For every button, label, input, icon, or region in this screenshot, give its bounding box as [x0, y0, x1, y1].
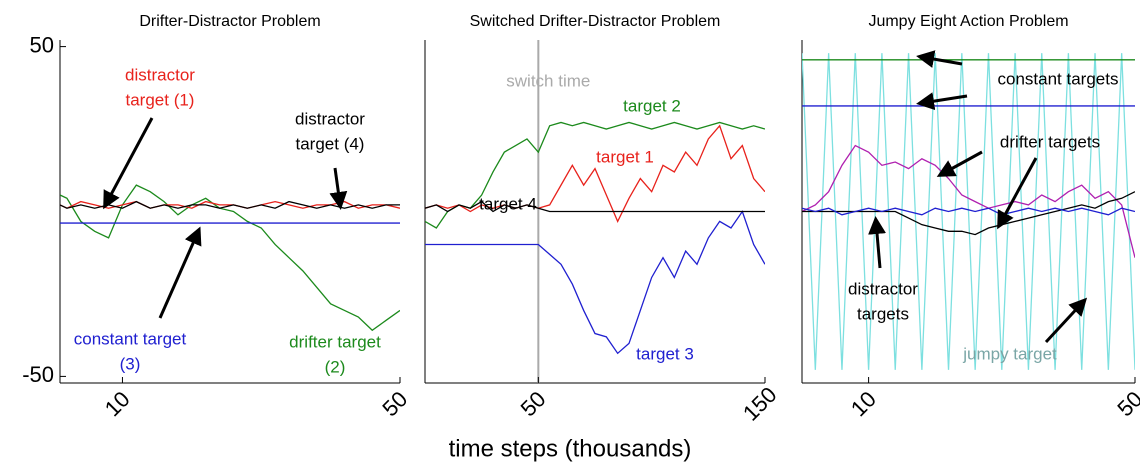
annotation: jumpy target [962, 344, 1057, 363]
annotation: (2) [325, 357, 346, 376]
series-line [425, 210, 765, 355]
annotation: targets [857, 304, 909, 323]
series-line [425, 124, 765, 223]
switch-label: switch time [506, 71, 590, 90]
annotation: distractor [125, 65, 195, 84]
series-line [60, 184, 400, 332]
annotation: target 1 [596, 147, 654, 166]
series-line [802, 207, 1135, 216]
chart-title: Switched Drifter-Distractor Problem [470, 13, 721, 30]
annotation: target 4 [479, 194, 537, 213]
arrow [916, 92, 968, 111]
arrow [916, 50, 963, 68]
annotation: distractor [848, 279, 918, 298]
arrow [1044, 297, 1088, 344]
annotation: drifter target [289, 332, 381, 351]
x-tick-label: 50 [377, 386, 412, 421]
series-line [425, 200, 765, 213]
arrow [329, 167, 348, 210]
arrow [936, 150, 983, 177]
y-tick-label: 50 [30, 32, 54, 57]
series-line [802, 144, 1135, 258]
annotation: target 3 [636, 344, 694, 363]
arrows [103, 50, 1088, 344]
arrow [158, 226, 202, 319]
x-axis-label: time steps (thousands) [449, 435, 692, 462]
arrow [103, 117, 154, 210]
x-tick-label: 10 [100, 386, 135, 421]
x-tick-label: 50 [1112, 386, 1140, 421]
y-tick-label: -50 [22, 362, 54, 387]
arrow [868, 216, 887, 269]
annotation: constant targets [998, 69, 1119, 88]
annotation: constant target [74, 329, 187, 348]
annotation: (3) [120, 354, 141, 373]
x-tick-label: 10 [846, 386, 881, 421]
chart-title: Drifter-Distractor Problem [139, 13, 320, 30]
chart-title: Jumpy Eight Action Problem [868, 13, 1068, 30]
annotation: drifter targets [1000, 132, 1100, 151]
annotation: target 2 [623, 96, 681, 115]
x-tick-label: 50 [516, 386, 551, 421]
annotation: target (4) [296, 134, 365, 153]
x-tick-label: 150 [738, 382, 782, 426]
series-line [425, 121, 765, 229]
annotation: target (1) [126, 90, 195, 109]
annotation: distractor [295, 109, 365, 128]
arrow [997, 157, 1038, 230]
